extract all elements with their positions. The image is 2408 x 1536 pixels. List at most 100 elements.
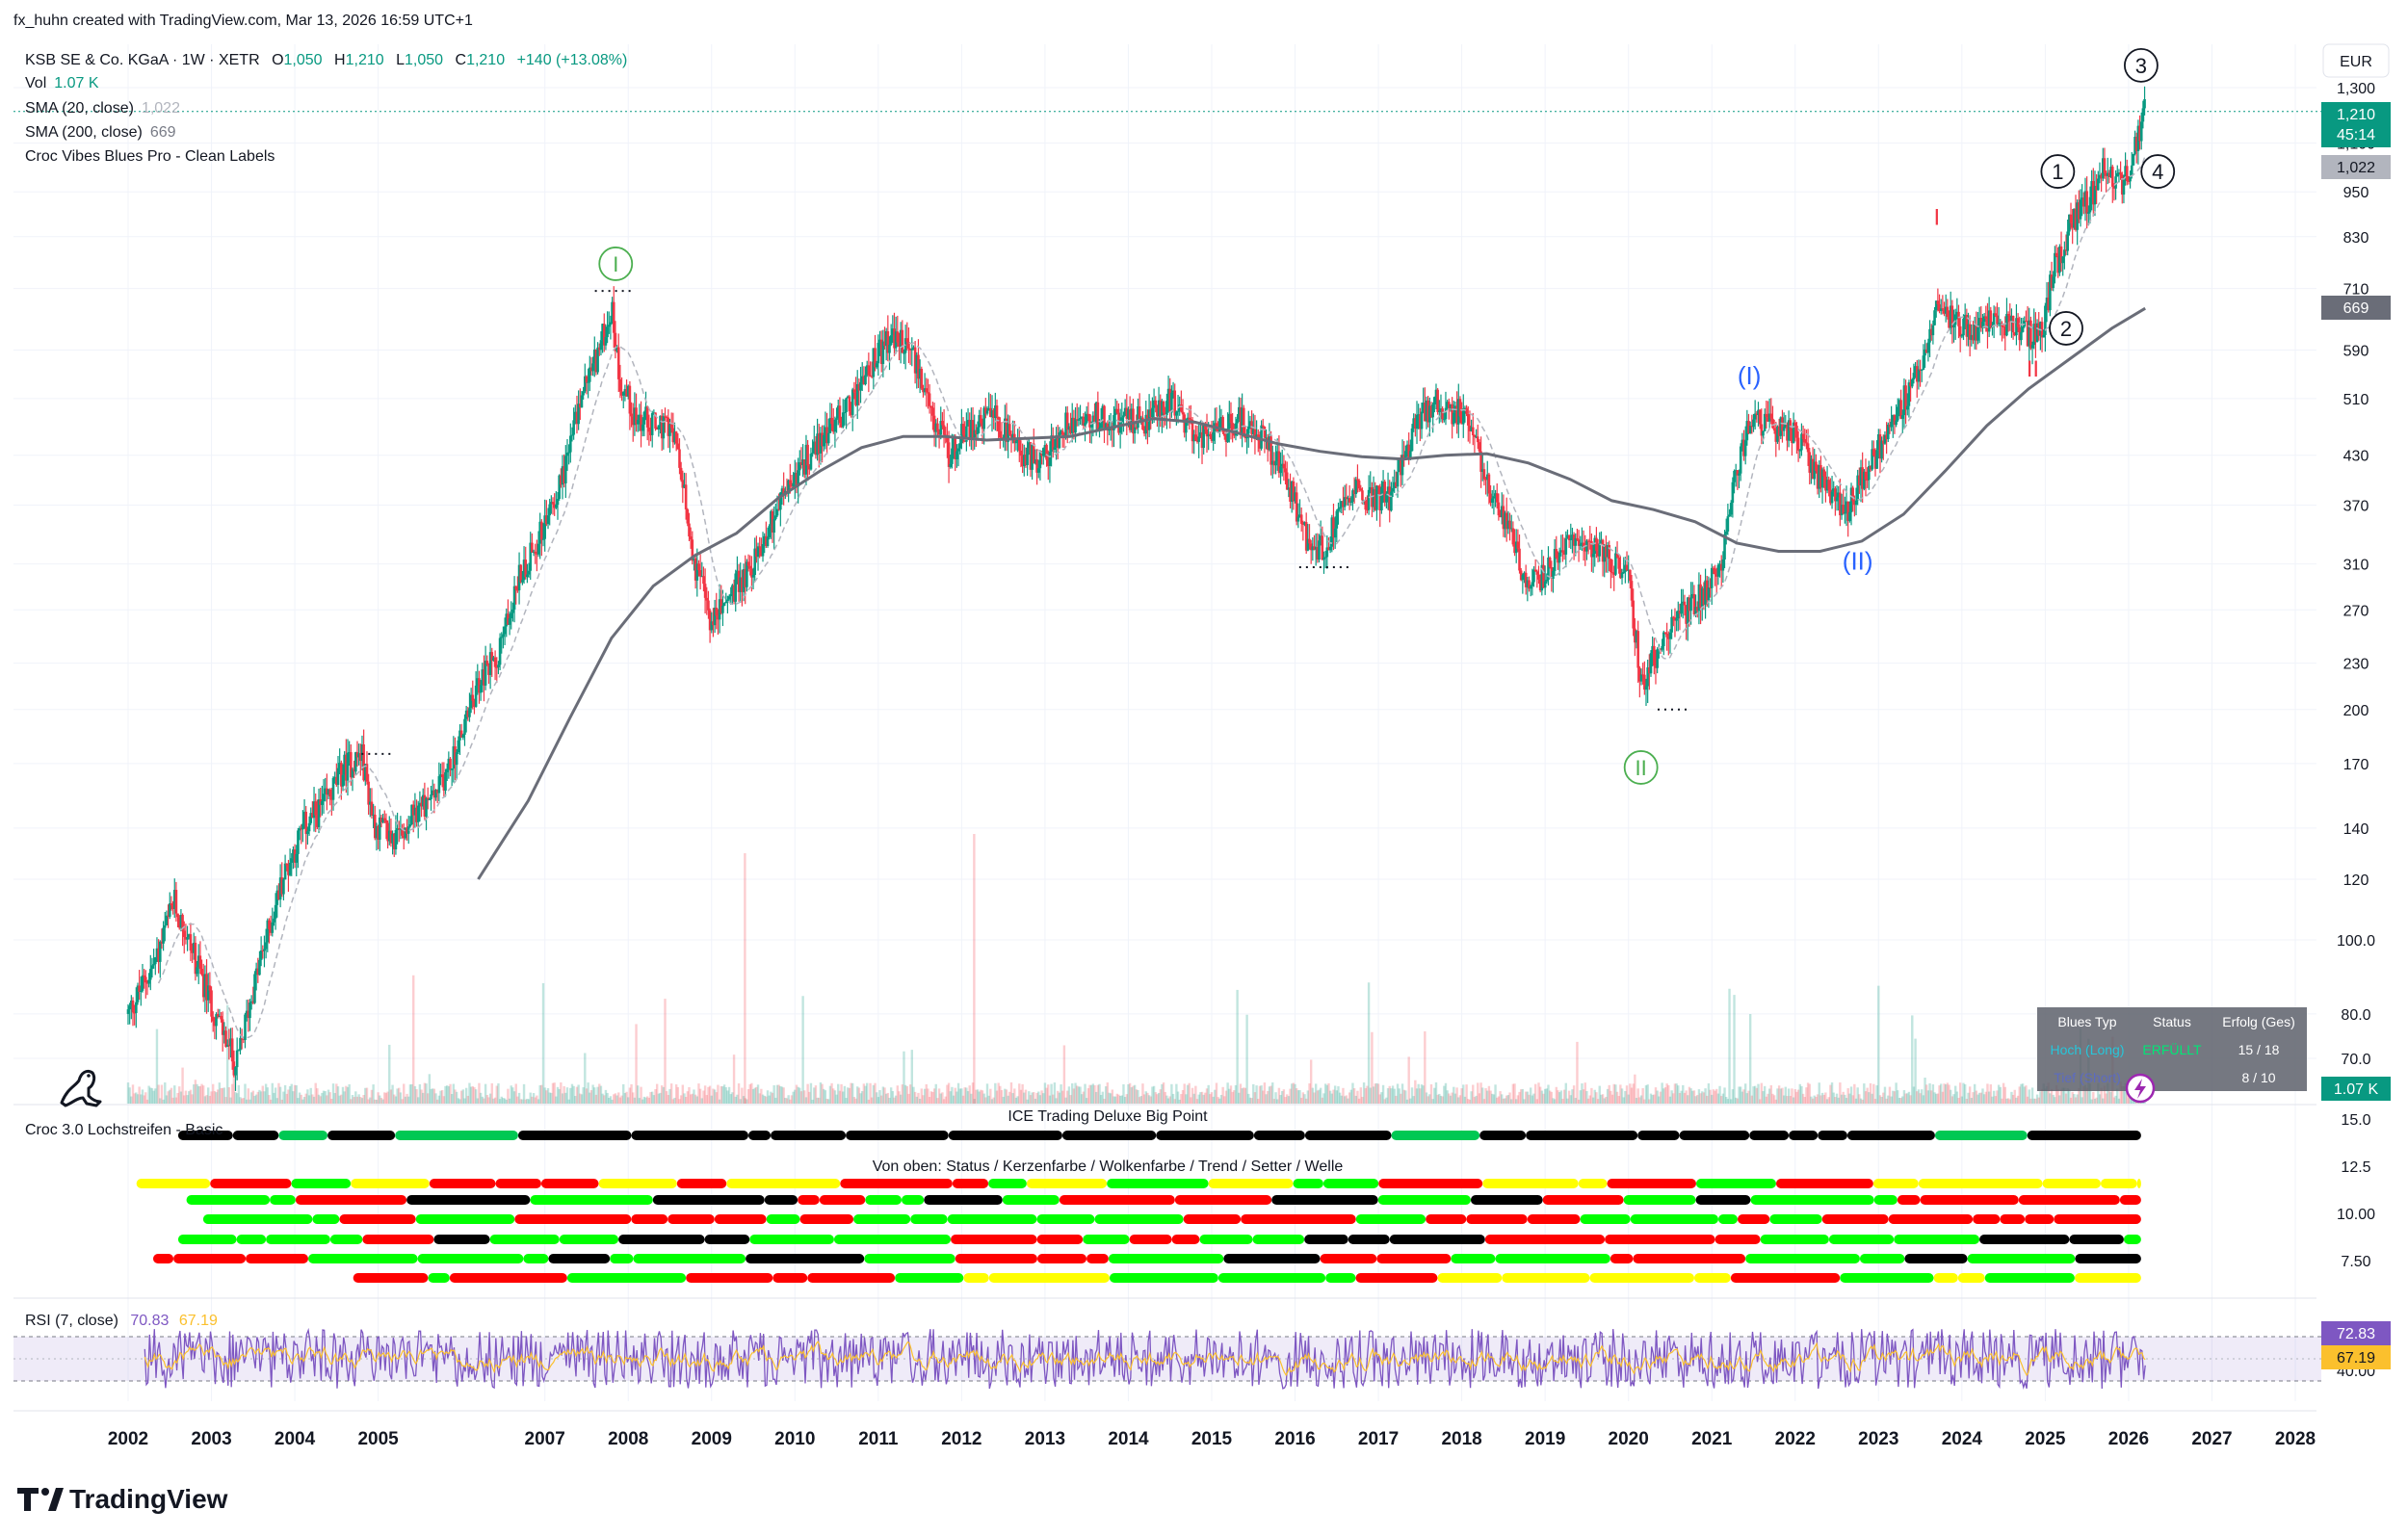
indicator-bolt-icon[interactable]	[2125, 1073, 2156, 1104]
candle-body	[841, 412, 845, 428]
volume-bar	[708, 1085, 712, 1104]
volume-bar	[1052, 1094, 1055, 1104]
volume-bar	[842, 1091, 845, 1104]
candle-body	[1668, 632, 1672, 639]
table-row-long-type: Hoch (Long)	[2050, 1042, 2124, 1057]
band-segment	[1036, 1254, 1087, 1263]
volume-bar	[1007, 1095, 1009, 1104]
candle-body	[1608, 545, 1611, 560]
volume-bar	[1478, 1093, 1481, 1104]
candle-body	[1327, 547, 1330, 551]
candle-body	[790, 484, 794, 487]
currency-button[interactable]	[2322, 43, 2390, 78]
volume-bar	[457, 1098, 460, 1104]
volume-bar	[1902, 1090, 1906, 1104]
volume-bar	[803, 1090, 806, 1104]
candle-body	[615, 347, 618, 351]
candle-body	[1689, 597, 1692, 612]
candle-body	[717, 615, 720, 620]
candle-body	[367, 781, 370, 805]
candle-body	[931, 407, 934, 416]
candle-body	[1103, 405, 1106, 429]
candle-body	[1475, 436, 1478, 438]
band-segment	[152, 1254, 174, 1263]
candle-body	[652, 412, 656, 414]
band-segment	[495, 1179, 541, 1188]
year-label: 2003	[191, 1429, 231, 1449]
price-tick: 270	[2343, 603, 2369, 619]
volume-bar	[2117, 1098, 2121, 1104]
candle-body	[1008, 424, 1011, 435]
candle-body	[1629, 569, 1632, 582]
candle-body	[155, 948, 159, 958]
candle-body	[416, 805, 420, 822]
volume-bar	[1883, 1086, 1887, 1104]
candle-body	[2069, 214, 2073, 223]
candle-body	[1328, 546, 1332, 551]
volume-bar	[1188, 1082, 1191, 1104]
candle-body	[1528, 580, 1531, 589]
volume-bar	[531, 1096, 534, 1104]
high-label: H	[334, 52, 346, 68]
band-segment	[1821, 1214, 1889, 1224]
volume-bar	[1610, 1094, 1614, 1104]
band-segment	[1967, 1254, 2076, 1263]
volume-bar	[1098, 1083, 1101, 1104]
volume-bar	[1362, 1082, 1366, 1104]
candle-body	[1142, 429, 1146, 434]
volume-bar	[1465, 1084, 1468, 1104]
volume-bar	[2081, 1097, 2083, 1104]
candle-body	[616, 347, 620, 379]
volume-bar	[1548, 1090, 1552, 1104]
candle-body	[1957, 311, 1960, 326]
candle-body	[1091, 415, 1095, 424]
volume-bar	[1899, 1098, 1902, 1104]
candle-body	[203, 974, 207, 998]
candle-body	[364, 764, 367, 781]
volume-bar	[961, 1095, 965, 1104]
candle-body	[1688, 597, 1691, 612]
candle-body	[739, 577, 743, 592]
band-segment	[963, 1273, 989, 1283]
candle-body	[1171, 390, 1175, 393]
candle-body	[1151, 407, 1154, 418]
candle-body	[1275, 451, 1279, 462]
candle-body	[304, 811, 308, 834]
candle-body	[2045, 298, 2049, 306]
volume-bar	[1429, 1083, 1433, 1104]
candle-body	[686, 508, 690, 524]
volume-bar	[1268, 1086, 1271, 1104]
volume-bar	[608, 1098, 611, 1104]
candle-body	[150, 965, 154, 970]
volume-bar	[2069, 1097, 2073, 1104]
volume-bar	[1555, 1086, 1558, 1104]
candle-body	[1531, 582, 1534, 586]
candle-body	[1977, 318, 1981, 327]
volume-bar	[1231, 1091, 1234, 1104]
sma20-badge: 1,022	[2321, 155, 2391, 179]
volume-badge: 1.07 K	[2321, 1077, 2391, 1101]
candle-body	[1952, 325, 1955, 327]
candle-body	[1555, 549, 1558, 559]
candle-body	[1718, 563, 1721, 565]
candle-body	[524, 560, 528, 578]
volume-bar	[589, 1092, 591, 1104]
volume-bar	[1981, 1088, 1984, 1104]
candle-body	[474, 685, 478, 707]
candle-body	[1566, 534, 1569, 539]
candle-body	[1295, 492, 1298, 522]
volume-bar	[1654, 1087, 1658, 1104]
volume-bar	[1243, 1087, 1247, 1104]
volume-bar	[647, 1097, 651, 1104]
candle-body	[607, 325, 611, 327]
volume-bar	[942, 1099, 946, 1104]
candle-body	[1299, 514, 1303, 524]
candle-body	[1513, 544, 1516, 554]
band-segment	[1630, 1214, 1718, 1224]
candle-body	[1559, 550, 1563, 553]
volume-bar	[1383, 1099, 1386, 1104]
volume-bar	[469, 1086, 473, 1104]
volume-bar	[2045, 1085, 2049, 1104]
volume-bar	[2105, 1093, 2107, 1104]
volume-bar	[522, 1083, 526, 1104]
